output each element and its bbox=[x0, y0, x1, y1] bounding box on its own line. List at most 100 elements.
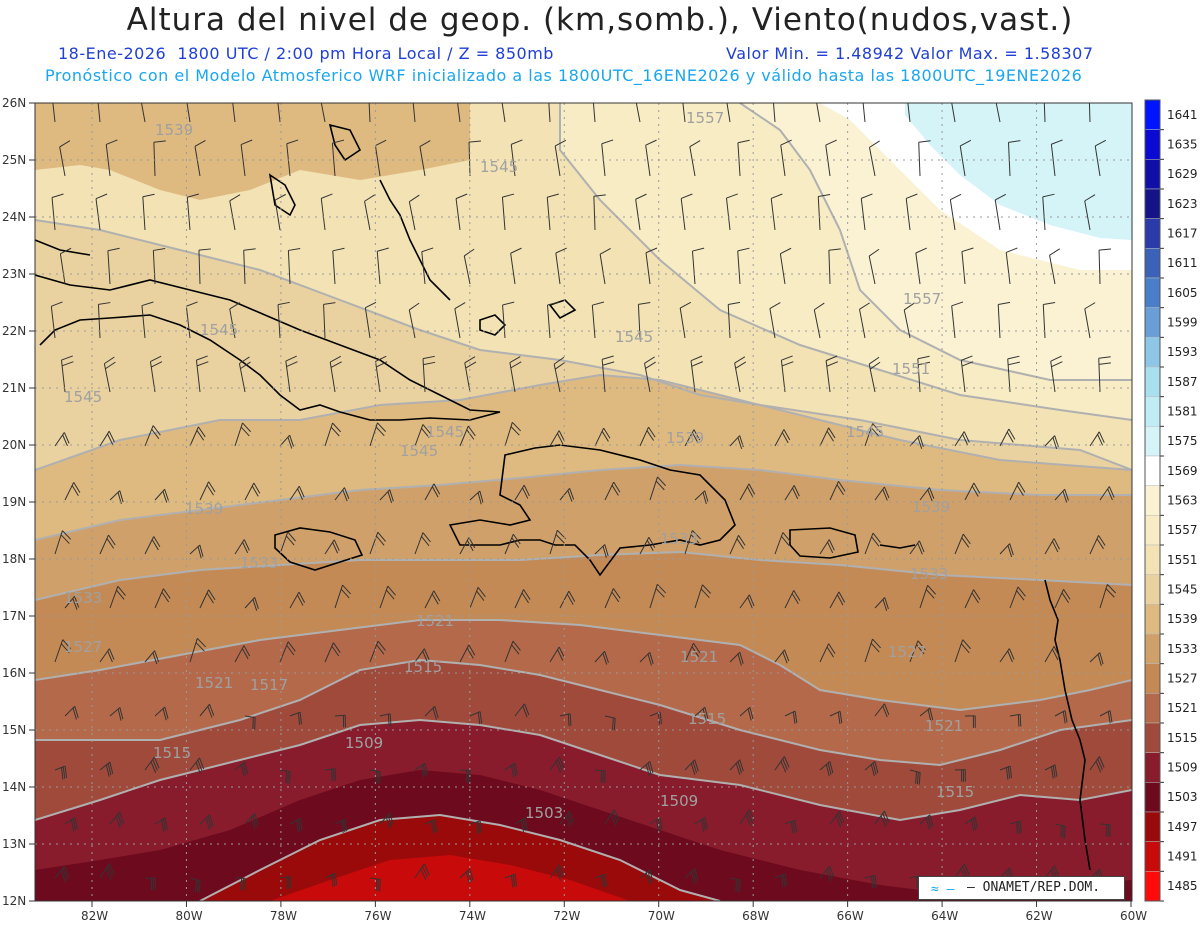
wind-barb bbox=[144, 877, 156, 891]
lat-label: 20N bbox=[2, 438, 26, 452]
colorbar-label: 1599 bbox=[1167, 316, 1198, 330]
wind-barb bbox=[64, 596, 80, 610]
contour-label: 1545 bbox=[200, 321, 238, 339]
wind-barb bbox=[919, 707, 934, 722]
wind-barb bbox=[1099, 584, 1117, 609]
lat-label: 25N bbox=[2, 153, 26, 167]
wind-barb bbox=[99, 430, 115, 447]
lat-label: 13N bbox=[2, 837, 26, 851]
wind-barb bbox=[555, 247, 567, 285]
wind-barb bbox=[774, 756, 790, 773]
wind-barb bbox=[725, 193, 738, 231]
wind-barb bbox=[99, 648, 115, 663]
wind-barb bbox=[463, 248, 475, 285]
wind-barb bbox=[599, 247, 611, 285]
wind-barb bbox=[329, 355, 342, 393]
wind-barb bbox=[274, 193, 286, 231]
wind-barb bbox=[680, 193, 693, 231]
contour-label: 1551 bbox=[892, 360, 930, 378]
wind-barb bbox=[142, 193, 155, 231]
wind-barb bbox=[244, 597, 259, 611]
wind-barb bbox=[199, 589, 216, 609]
wind-barb bbox=[464, 356, 477, 393]
colorbar-swatch bbox=[1144, 455, 1161, 486]
colorbar-label: 1635 bbox=[1167, 138, 1198, 152]
wind-barb bbox=[864, 874, 877, 889]
contour-label: 1515 bbox=[153, 744, 191, 762]
credit-text: – ONAMET/REP.DOM. bbox=[967, 880, 1101, 895]
contour-label: 1545 bbox=[846, 423, 884, 441]
wind-barb bbox=[408, 194, 420, 231]
wind-barb bbox=[829, 710, 843, 725]
contour-label: 1533 bbox=[660, 530, 698, 548]
wind-barb bbox=[994, 193, 1007, 231]
wind-barb bbox=[1089, 652, 1104, 666]
wind-barb bbox=[369, 640, 386, 663]
wind-barb bbox=[951, 103, 956, 123]
wind-barb bbox=[917, 355, 931, 393]
wind-barb bbox=[784, 485, 800, 501]
wind-barb bbox=[1042, 193, 1055, 231]
wind-barb bbox=[240, 139, 253, 177]
wind-barb bbox=[152, 248, 166, 285]
wind-barb bbox=[819, 427, 836, 447]
wind-barb bbox=[684, 868, 699, 884]
wind-barb bbox=[414, 648, 430, 663]
wind-barb bbox=[424, 483, 441, 501]
wind-barb bbox=[593, 194, 606, 231]
wind-barb bbox=[199, 481, 216, 501]
lon-label: 70W bbox=[648, 909, 675, 923]
wind-barb bbox=[769, 302, 781, 339]
wind-barb bbox=[639, 761, 654, 777]
wind-barb bbox=[1054, 710, 1068, 724]
wind-barb bbox=[421, 247, 434, 285]
wind-barb bbox=[964, 715, 976, 728]
wind-barb bbox=[109, 811, 125, 828]
wind-barb bbox=[414, 424, 431, 447]
wind-barb bbox=[639, 426, 656, 447]
colorbar-swatch bbox=[1144, 307, 1161, 338]
wind-barb bbox=[694, 706, 709, 721]
wind-barb bbox=[964, 482, 981, 501]
bahamas-nassau bbox=[328, 123, 362, 162]
wind-barb bbox=[51, 193, 64, 231]
wind-barb bbox=[951, 301, 964, 339]
wind-barb bbox=[229, 302, 241, 339]
wind-barb bbox=[864, 423, 881, 447]
wind-barb bbox=[277, 301, 290, 339]
wind-barb bbox=[729, 651, 744, 666]
wind-barb bbox=[919, 814, 934, 830]
wind-barb bbox=[954, 639, 971, 663]
wind-barb bbox=[997, 301, 1011, 339]
lat-label: 19N bbox=[2, 495, 26, 509]
colorbar-label: 1491 bbox=[1167, 850, 1198, 864]
wind-barb bbox=[279, 876, 292, 890]
wind-barb bbox=[549, 864, 565, 881]
wind-barb bbox=[684, 759, 699, 776]
contour-label: 1517 bbox=[250, 676, 288, 694]
wind-barb bbox=[960, 355, 974, 393]
wind-barb bbox=[772, 103, 776, 123]
wind-barb bbox=[825, 139, 837, 177]
colorbar-label: 1497 bbox=[1167, 820, 1198, 834]
colorbar-swatch bbox=[1144, 752, 1161, 783]
wind-barb bbox=[819, 761, 834, 777]
wind-barb bbox=[1042, 301, 1056, 339]
wind-barb bbox=[1009, 586, 1026, 609]
lat-label: 21N bbox=[2, 381, 26, 395]
wind-barb bbox=[549, 646, 565, 663]
wind-barb bbox=[374, 139, 387, 177]
wind-barb bbox=[737, 247, 750, 285]
colorbar-label: 1551 bbox=[1167, 553, 1198, 567]
wind-barb bbox=[412, 103, 416, 123]
wind-barb bbox=[154, 817, 168, 832]
colorbar-swatch bbox=[1144, 574, 1161, 605]
wind-barb bbox=[954, 863, 970, 881]
wind-barb bbox=[862, 103, 866, 123]
credit-label: ONAMET/REP.DOM. bbox=[982, 880, 1101, 895]
wind-barb bbox=[334, 818, 348, 833]
wind-barb bbox=[234, 877, 246, 891]
colorbar-label: 1629 bbox=[1167, 167, 1198, 181]
wind-barb bbox=[189, 637, 207, 663]
